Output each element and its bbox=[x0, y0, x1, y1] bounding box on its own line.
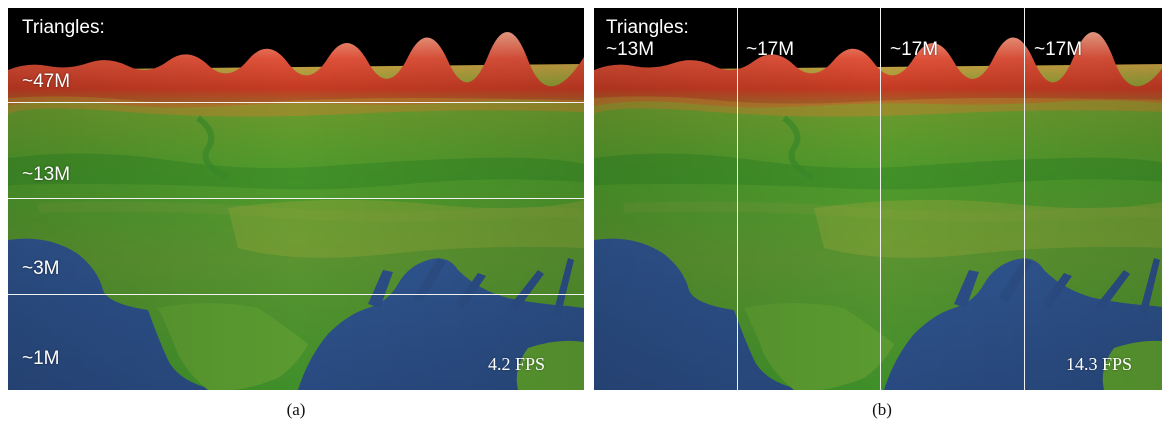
terrain-render-b bbox=[594, 8, 1162, 390]
fps-unit: FPS bbox=[515, 354, 546, 374]
column-label: ~17M bbox=[890, 39, 939, 60]
column-label: ~17M bbox=[746, 39, 795, 60]
triangles-title: Triangles: bbox=[606, 17, 689, 38]
band-label: ~3M bbox=[22, 258, 60, 279]
caption-b: (b) bbox=[872, 400, 892, 419]
fps-value: 4.2 bbox=[488, 354, 511, 374]
band-label: ~1M bbox=[22, 348, 60, 369]
fps-readout: 4.2 FPS bbox=[488, 355, 545, 373]
column-divider bbox=[880, 8, 881, 390]
band-label: ~47M bbox=[22, 71, 71, 92]
panel-a: Triangles: ~47M ~13M ~3M ~1M 4.2 FPS bbox=[8, 8, 584, 390]
column-label: ~13M bbox=[606, 39, 655, 60]
terrain-render-a bbox=[8, 8, 584, 390]
band-label: ~13M bbox=[22, 164, 71, 185]
fps-unit: FPS bbox=[1102, 354, 1133, 374]
band-divider bbox=[8, 198, 584, 199]
band-divider bbox=[8, 294, 584, 295]
column-divider bbox=[737, 8, 738, 390]
column-divider bbox=[1024, 8, 1025, 390]
band-divider bbox=[8, 102, 584, 103]
panel-b: Triangles: ~13M ~17M ~17M ~17M 14.3 FPS bbox=[594, 8, 1162, 390]
caption-a: (a) bbox=[286, 400, 306, 419]
triangles-title: Triangles: bbox=[22, 17, 105, 38]
fps-readout: 14.3 FPS bbox=[1066, 355, 1132, 373]
column-label: ~17M bbox=[1034, 39, 1083, 60]
fps-value: 14.3 bbox=[1066, 354, 1098, 374]
